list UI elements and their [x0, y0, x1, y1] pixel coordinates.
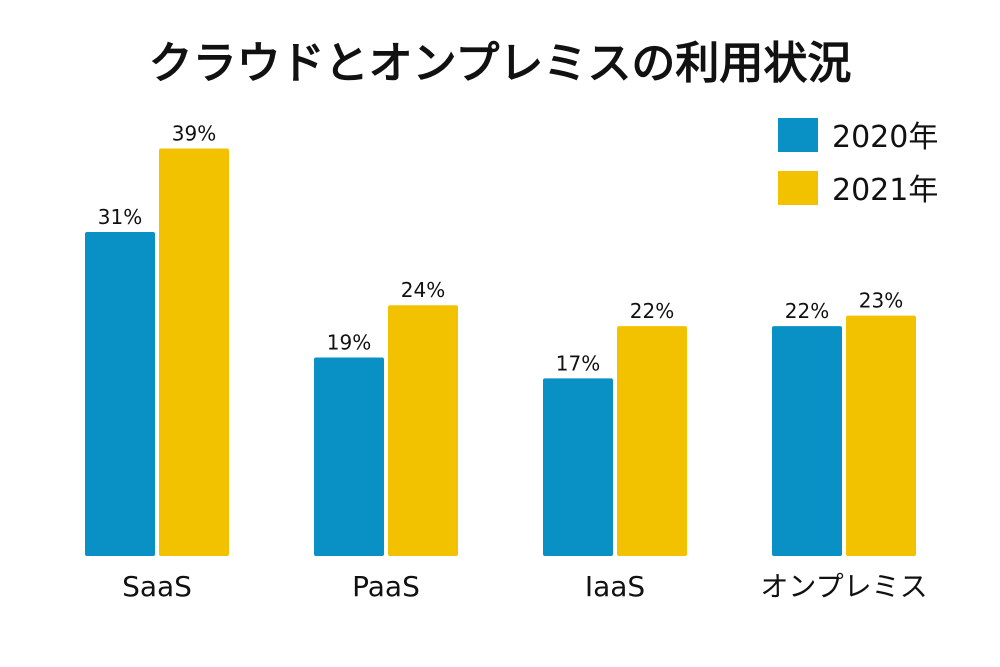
bar-PaaS-2020年	[314, 357, 384, 556]
value-label-オンプレミス-2021年: 23%	[859, 289, 903, 313]
value-label-PaaS-2021年: 24%	[401, 278, 445, 302]
bar-PaaS-2021年	[388, 305, 458, 556]
category-labels: SaaS PaaS IaaS オンプレミス	[122, 570, 928, 603]
bar-オンプレミス-2021年	[846, 315, 916, 556]
value-label-PaaS-2020年: 19%	[327, 330, 371, 354]
legend-label-2021: 2021年	[832, 173, 938, 208]
legend-label-2020: 2020年	[832, 120, 938, 155]
value-label-オンプレミス-2020年: 22%	[785, 299, 829, 323]
value-label-SaaS-2021年: 39%	[172, 121, 216, 145]
chart-title: クラウドとオンプレミスの利用状況	[149, 38, 852, 89]
bars	[85, 148, 916, 557]
value-label-IaaS-2021年: 22%	[630, 299, 674, 323]
bar-オンプレミス-2020年	[772, 326, 842, 556]
category-label-IaaS: IaaS	[585, 570, 645, 603]
category-label-SaaS: SaaS	[122, 570, 192, 603]
value-label-SaaS-2020年: 31%	[98, 205, 142, 229]
bar-IaaS-2021年	[617, 326, 687, 556]
bar-IaaS-2020年	[543, 378, 613, 556]
bar-SaaS-2021年	[159, 148, 229, 556]
legend-swatch-2021	[778, 171, 818, 205]
value-label-IaaS-2020年: 17%	[556, 351, 600, 375]
value-labels: 31% 39% 19% 24% 17% 22% 22% 23%	[98, 121, 903, 375]
legend: 2020年 2021年	[778, 118, 938, 208]
category-label-PaaS: PaaS	[352, 570, 420, 603]
legend-swatch-2020	[778, 118, 818, 152]
bar-SaaS-2020年	[85, 232, 155, 557]
category-label-オンプレミス: オンプレミス	[760, 570, 927, 603]
